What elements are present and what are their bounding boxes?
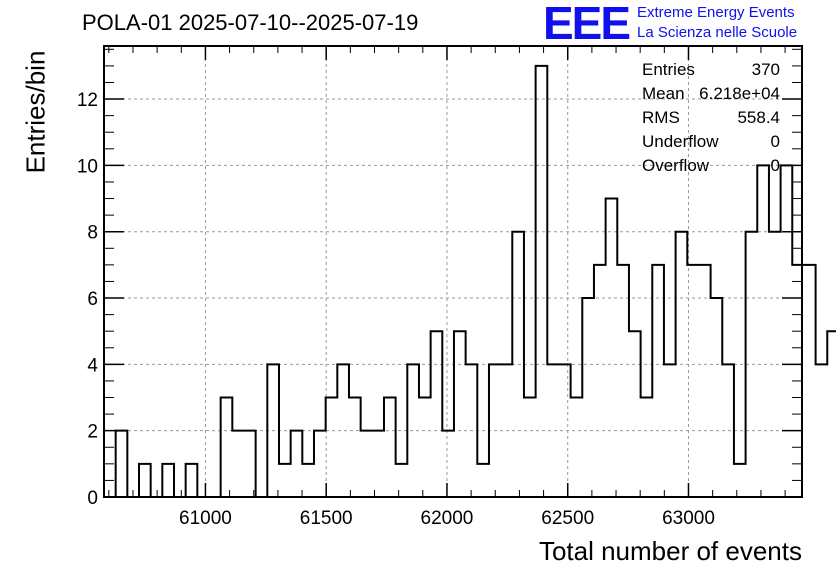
histogram-bin xyxy=(757,165,769,497)
histogram-bin xyxy=(361,431,373,497)
histogram-bin xyxy=(769,232,781,497)
histogram-bin xyxy=(221,398,233,497)
y-tick-label: 0 xyxy=(87,488,98,509)
histogram-bin xyxy=(186,464,198,497)
histogram-bin xyxy=(536,66,548,497)
logo-line-2: La Scienza nelle Scuole xyxy=(637,24,798,41)
histogram-bin xyxy=(547,364,559,497)
plot-frame xyxy=(103,45,803,498)
histogram-bin xyxy=(279,464,291,497)
histogram-bin xyxy=(162,464,174,497)
histogram-bin xyxy=(267,364,279,497)
histogram-bin xyxy=(652,265,664,497)
x-tick-label: 62000 xyxy=(421,508,474,529)
histogram-bin xyxy=(641,398,653,497)
histogram-bin xyxy=(781,165,793,497)
histogram-bin xyxy=(477,464,489,497)
y-tick-label: 2 xyxy=(87,422,98,443)
x-tick-label: 63000 xyxy=(662,508,715,529)
stat-value: 0 xyxy=(770,156,780,175)
histogram-bin xyxy=(699,265,711,497)
stat-underflow: Underflow 0 xyxy=(642,132,780,156)
stat-label: Overflow xyxy=(642,156,710,175)
histogram-bin xyxy=(594,265,606,497)
histogram-bin xyxy=(571,398,583,497)
histogram-bin xyxy=(524,398,536,497)
histogram-bin xyxy=(816,364,828,497)
stat-label: RMS xyxy=(642,108,680,127)
histogram-bin xyxy=(629,331,641,497)
stat-overflow: Overflow 0 xyxy=(642,156,780,180)
histogram-bin xyxy=(372,431,384,497)
histogram-bin xyxy=(337,364,349,497)
histogram-bin xyxy=(559,364,571,497)
histogram-bin xyxy=(291,431,303,497)
histogram-bin xyxy=(302,464,314,497)
x-axis-label: Total number of events xyxy=(538,536,802,566)
histogram-bin xyxy=(711,298,723,497)
x-tick-label: 62500 xyxy=(541,508,594,529)
chart-title: POLA-01 2025-07-10--2025-07-19 xyxy=(82,10,419,35)
histogram-bin xyxy=(676,232,688,497)
histogram-bin xyxy=(314,431,326,497)
histogram-bin xyxy=(582,298,594,497)
x-tick-label: 61000 xyxy=(179,508,232,529)
x-tick-label: 61500 xyxy=(300,508,353,529)
histogram-bin xyxy=(407,364,419,497)
histogram-bin xyxy=(466,364,478,497)
histogram-bars xyxy=(104,64,836,498)
histogram-bin xyxy=(687,265,699,497)
stat-value: 558.4 xyxy=(737,108,780,127)
stat-entries: Entries 370 xyxy=(642,60,780,84)
y-tick-label: 4 xyxy=(87,355,98,376)
histogram-bin xyxy=(501,364,513,497)
histogram-bin xyxy=(617,265,629,497)
histogram-bin xyxy=(396,464,408,497)
histogram-bin xyxy=(419,398,431,497)
y-axis-label: Entries/bin xyxy=(20,50,51,174)
histogram-bin xyxy=(606,199,618,497)
stat-label: Entries xyxy=(642,60,695,79)
histogram-outline xyxy=(104,64,836,498)
axis-ticks xyxy=(104,46,802,498)
y-tick-label: 10 xyxy=(77,156,98,177)
stat-value: 0 xyxy=(770,132,780,151)
stat-label: Mean xyxy=(642,84,685,103)
histogram-bin xyxy=(232,431,244,497)
histogram-bin xyxy=(722,364,734,497)
histogram-bin xyxy=(116,431,128,497)
histogram-bin xyxy=(139,464,151,497)
tick-labels: 61000 61500 62000 62500 63000 0 2 4 6 8 10 12 xyxy=(77,90,715,529)
histogram-bin xyxy=(431,331,443,497)
stat-rms: RMS 558.4 xyxy=(642,108,780,132)
stat-mean: Mean 6.218e+04 xyxy=(642,84,780,108)
stats-box: Entries 370 Mean 6.218e+04 RMS 558.4 Und… xyxy=(642,60,780,180)
histogram-bin xyxy=(454,331,466,497)
histogram-bin xyxy=(442,431,454,497)
histogram-bin xyxy=(746,232,758,497)
histogram-bin xyxy=(664,364,676,497)
eee-logo: EEE xyxy=(543,0,631,49)
y-tick-label: 8 xyxy=(87,223,98,244)
y-tick-label: 12 xyxy=(77,90,98,111)
y-tick-label: 6 xyxy=(87,289,98,310)
histogram-bin xyxy=(804,265,816,497)
histogram-bin xyxy=(244,431,256,497)
logo-line-1: Extreme Energy Events xyxy=(637,4,795,21)
histogram-bin xyxy=(326,398,338,497)
histogram-bin xyxy=(827,331,836,497)
histogram-bin xyxy=(734,464,746,497)
histogram-bin xyxy=(349,398,361,497)
stat-value: 6.218e+04 xyxy=(699,84,780,103)
histogram-bin xyxy=(489,364,501,497)
histogram-bin xyxy=(384,398,396,497)
histogram-bin xyxy=(512,232,524,497)
stat-value: 370 xyxy=(751,60,780,79)
stat-label: Underflow xyxy=(642,132,719,151)
